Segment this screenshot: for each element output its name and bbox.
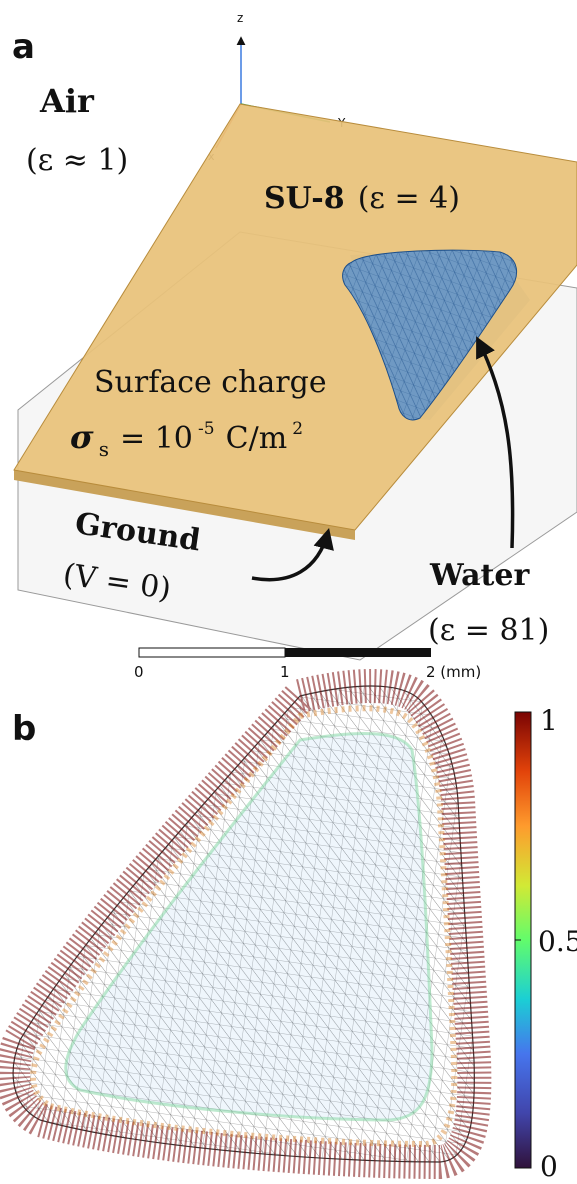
sigma-subscript: s [99, 437, 109, 461]
water-arrow [476, 336, 515, 549]
scale-bar-white [138, 647, 286, 658]
scale-tick-1: 1 [280, 663, 290, 681]
colorbar-min: 0 [540, 1150, 558, 1183]
scale-tick-2: 2 (mm) [426, 663, 481, 681]
z-axis-label: z [237, 11, 243, 25]
su8-label: SU-8 [264, 181, 345, 216]
scale-bar: 0 1 2 (mm) [134, 647, 481, 681]
panel-b: b 1 0.5 0 [0, 669, 577, 1183]
su8-slab [13, 103, 577, 531]
water-droplet-mesh-lines [342, 250, 517, 420]
colorbar-max: 1 [540, 704, 558, 737]
panel-a: a z Y x Air (ε ≈ 1) SU-8 (ε = 4) Surface… [12, 11, 577, 681]
panel-a-label: a [12, 27, 35, 67]
air-eps: (ε ≈ 1) [26, 143, 128, 178]
colorbar-mid: 0.5 [538, 925, 577, 958]
sigma-equals: = 10 [120, 421, 193, 456]
droplet-mesh [13, 686, 475, 1162]
su8-eps: (ε = 4) [358, 181, 460, 216]
scale-bar-black [285, 648, 431, 657]
surface-charge-eq: σ s = 10 -5 C/m 2 [70, 418, 303, 461]
field-interior [64, 731, 434, 1122]
sigma-symbol: σ [70, 418, 94, 456]
scale-tick-0: 0 [134, 663, 144, 681]
edge-field-band [0, 669, 492, 1180]
panel-b-label: b [12, 709, 36, 749]
su8-slab-edge [14, 470, 355, 540]
su8-label-line: SU-8 (ε = 4) [264, 181, 460, 216]
water-eps: (ε = 81) [428, 613, 549, 648]
water-label: Water [429, 558, 530, 593]
sigma-exponent: -5 [198, 419, 215, 439]
ground-arrow [251, 527, 334, 582]
sigma-unit-exponent: 2 [292, 419, 303, 439]
sigma-unit: C/m [226, 421, 288, 456]
surface-charge-title: Surface charge [94, 365, 327, 400]
edge-field-band-inner [30, 705, 458, 1148]
air-label: Air [39, 82, 95, 120]
